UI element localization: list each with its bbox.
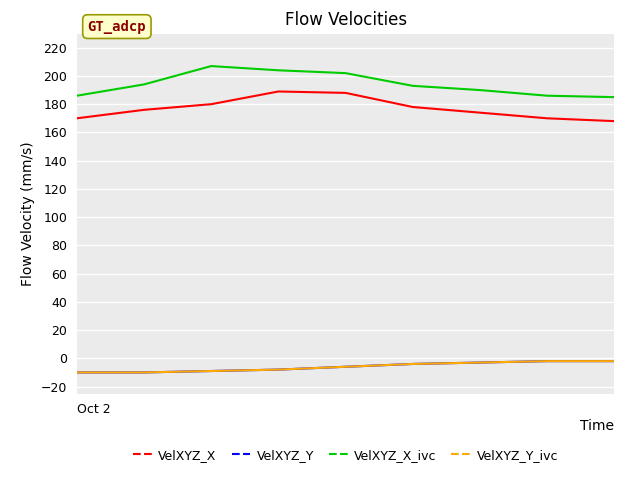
Y-axis label: Flow Velocity (mm/s): Flow Velocity (mm/s) [21,141,35,286]
Text: Time: Time [580,419,614,433]
Title: Flow Velocities: Flow Velocities [285,11,406,29]
Legend: VelXYZ_X, VelXYZ_Y, VelXYZ_X_ivc, VelXYZ_Y_ivc: VelXYZ_X, VelXYZ_Y, VelXYZ_X_ivc, VelXYZ… [128,444,563,467]
Text: GT_adcp: GT_adcp [88,20,146,34]
